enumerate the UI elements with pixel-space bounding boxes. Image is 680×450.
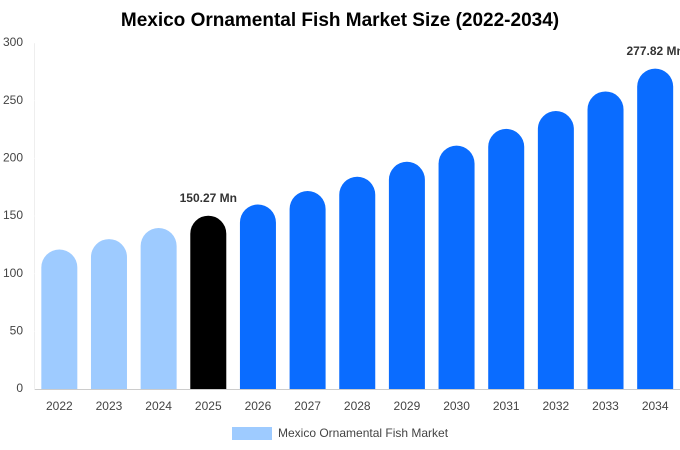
y-tick-label: 100	[3, 266, 23, 280]
bar	[388, 161, 425, 389]
x-tick-label: 2028	[344, 399, 371, 413]
legend-swatch	[232, 427, 272, 440]
value-label: 150.27 Mn	[180, 191, 237, 205]
bar	[438, 145, 475, 389]
x-tick-label: 2032	[543, 399, 570, 413]
bar	[637, 68, 674, 389]
x-tick-label: 2025	[195, 399, 222, 413]
bar	[190, 215, 227, 389]
x-tick-label: 2022	[46, 399, 73, 413]
chart-title: Mexico Ornamental Fish Market Size (2022…	[121, 10, 559, 31]
bar	[140, 227, 177, 389]
bar	[41, 249, 78, 389]
y-tick-label: 150	[3, 208, 23, 222]
bar	[537, 111, 574, 389]
x-tick-label: 2023	[96, 399, 123, 413]
x-tick-label: 2026	[245, 399, 272, 413]
bar	[289, 190, 326, 389]
value-label: 277.82 Mn	[626, 44, 680, 58]
bar	[339, 176, 376, 389]
x-tick-label: 2030	[443, 399, 470, 413]
legend-label: Mexico Ornamental Fish Market	[278, 426, 449, 440]
y-tick-label: 0	[16, 381, 23, 395]
x-tick-label: 2033	[592, 399, 619, 413]
bar	[90, 239, 127, 389]
x-tick-label: 2031	[493, 399, 520, 413]
x-tick-label: 2027	[294, 399, 321, 413]
x-tick-label: 2034	[642, 399, 669, 413]
y-tick-label: 250	[3, 93, 23, 107]
bar	[488, 128, 525, 389]
bar	[239, 204, 276, 389]
y-tick-label: 200	[3, 151, 23, 165]
x-tick-label: 2024	[145, 399, 172, 413]
y-tick-label: 50	[10, 324, 24, 338]
y-tick-label: 300	[3, 35, 23, 49]
x-tick-label: 2029	[394, 399, 421, 413]
bar	[587, 91, 624, 390]
